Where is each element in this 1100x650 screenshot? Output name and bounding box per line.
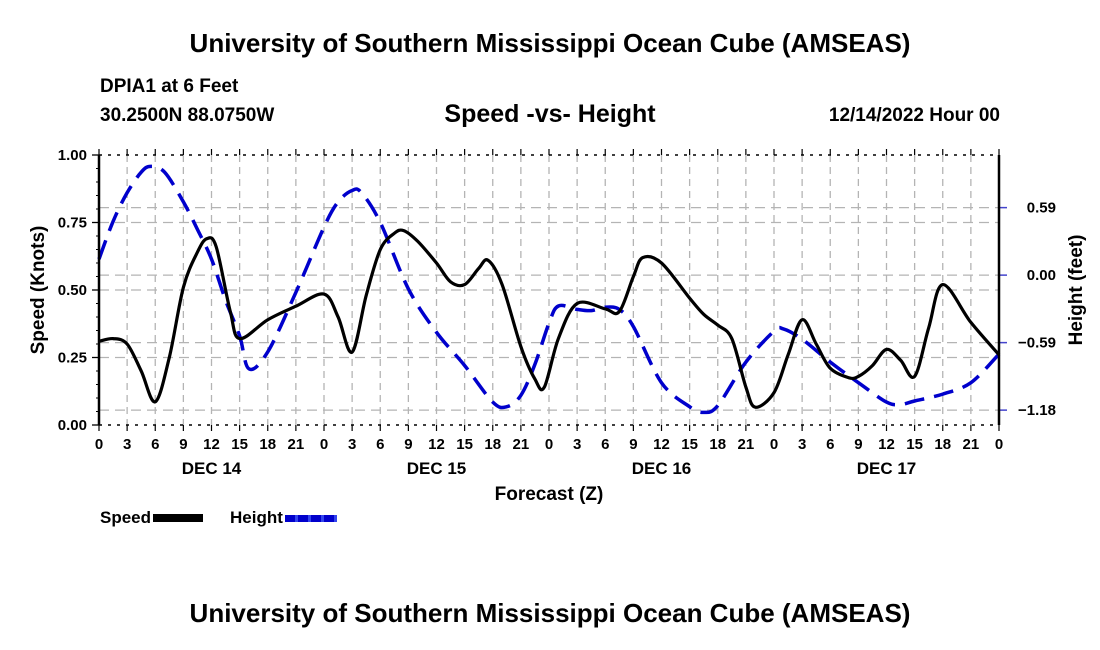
y2-tick-label: 0.59 [1027, 200, 1056, 217]
x-tick-label: 0 [95, 436, 103, 453]
x-tick-label: 3 [123, 436, 131, 453]
y2-tick-label: 0.00 [1027, 267, 1056, 284]
x-day-label: DEC 17 [857, 459, 917, 478]
x-tick-label: 12 [428, 436, 445, 453]
x-tick-label: 12 [653, 436, 670, 453]
x-tick-label: 21 [738, 436, 755, 453]
grid [99, 155, 999, 425]
x-day-label: DEC 14 [182, 459, 242, 478]
x-tick-label: 3 [798, 436, 806, 453]
legend-speed: Speed [100, 508, 204, 528]
station-label: DPIA1 at 6 Feet [100, 76, 239, 97]
y-tick-label: 0.25 [58, 350, 87, 367]
legend-height-label: Height [230, 508, 283, 527]
axes: 0 3 6 9 12 15 18 21 0 3 6 9 12 15 18 21 0 3 6 9 12 15 18 21 0 3 6 9… [58, 147, 1056, 478]
x-axis-title: Forecast (Z) [495, 484, 604, 505]
y2-axis-title: Height (feet) [1066, 235, 1087, 346]
footer-title: University of Southern Mississippi Ocean… [189, 598, 911, 628]
y-tick-label: 1.00 [58, 147, 87, 164]
x-tick-label: 21 [513, 436, 530, 453]
x-tick-label: 21 [288, 436, 305, 453]
x-tick-label: 3 [573, 436, 581, 453]
x-tick-label: 15 [681, 436, 698, 453]
x-tick-label: 9 [854, 436, 862, 453]
x-tick-label: 0 [770, 436, 778, 453]
main-title: University of Southern Mississippi Ocean… [189, 28, 911, 58]
legend-speed-label: Speed [100, 508, 152, 527]
x-tick-label: 12 [878, 436, 895, 453]
forecast-datetime: 12/14/2022 Hour 00 [828, 105, 1000, 126]
x-tick-label: 9 [179, 436, 187, 453]
legend-speed-swatch [153, 514, 204, 522]
y-axis-title: Speed (Knots) [28, 226, 49, 355]
x-tick-label: 15 [231, 436, 248, 453]
legend-height-swatch [284, 514, 337, 522]
x-tick-label: 9 [404, 436, 412, 453]
speed-series-line [98, 228, 1001, 409]
x-tick-label: 6 [601, 436, 609, 453]
x-tick-label: 21 [963, 436, 980, 453]
x-tick-label: 0 [995, 436, 1003, 453]
coordinates-label: 30.2500N 88.0750W [100, 105, 275, 126]
x-day-label: DEC 15 [407, 459, 467, 478]
y2-tick-label: −1.18 [1018, 402, 1056, 419]
x-tick-label: 15 [906, 436, 923, 453]
x-tick-label: 18 [259, 436, 276, 453]
y-tick-label: 0.00 [58, 417, 87, 434]
y2-tick-label: −0.59 [1018, 335, 1056, 352]
height-series-line [97, 164, 1001, 415]
x-tick-label: 18 [934, 436, 951, 453]
x-tick-label: 6 [151, 436, 159, 453]
x-tick-label: 0 [545, 436, 553, 453]
x-tick-label: 9 [629, 436, 637, 453]
axis-labels: Forecast (Z) Speed (Knots) Height (feet) [28, 226, 1087, 505]
x-tick-label: 15 [456, 436, 473, 453]
legend-height: Height [230, 508, 337, 528]
x-tick-label: 12 [203, 436, 220, 453]
x-tick-label: 0 [320, 436, 328, 453]
series-lines [97, 164, 1001, 415]
x-tick-label: 18 [484, 436, 501, 453]
x-tick-label: 6 [376, 436, 384, 453]
x-day-label: DEC 16 [632, 459, 692, 478]
x-tick-label: 6 [826, 436, 834, 453]
chart-title: Speed -vs- Height [444, 100, 656, 128]
y-tick-label: 0.75 [58, 215, 87, 232]
x-tick-label: 3 [348, 436, 356, 453]
x-tick-label: 18 [709, 436, 726, 453]
y-tick-label: 0.50 [58, 282, 87, 299]
